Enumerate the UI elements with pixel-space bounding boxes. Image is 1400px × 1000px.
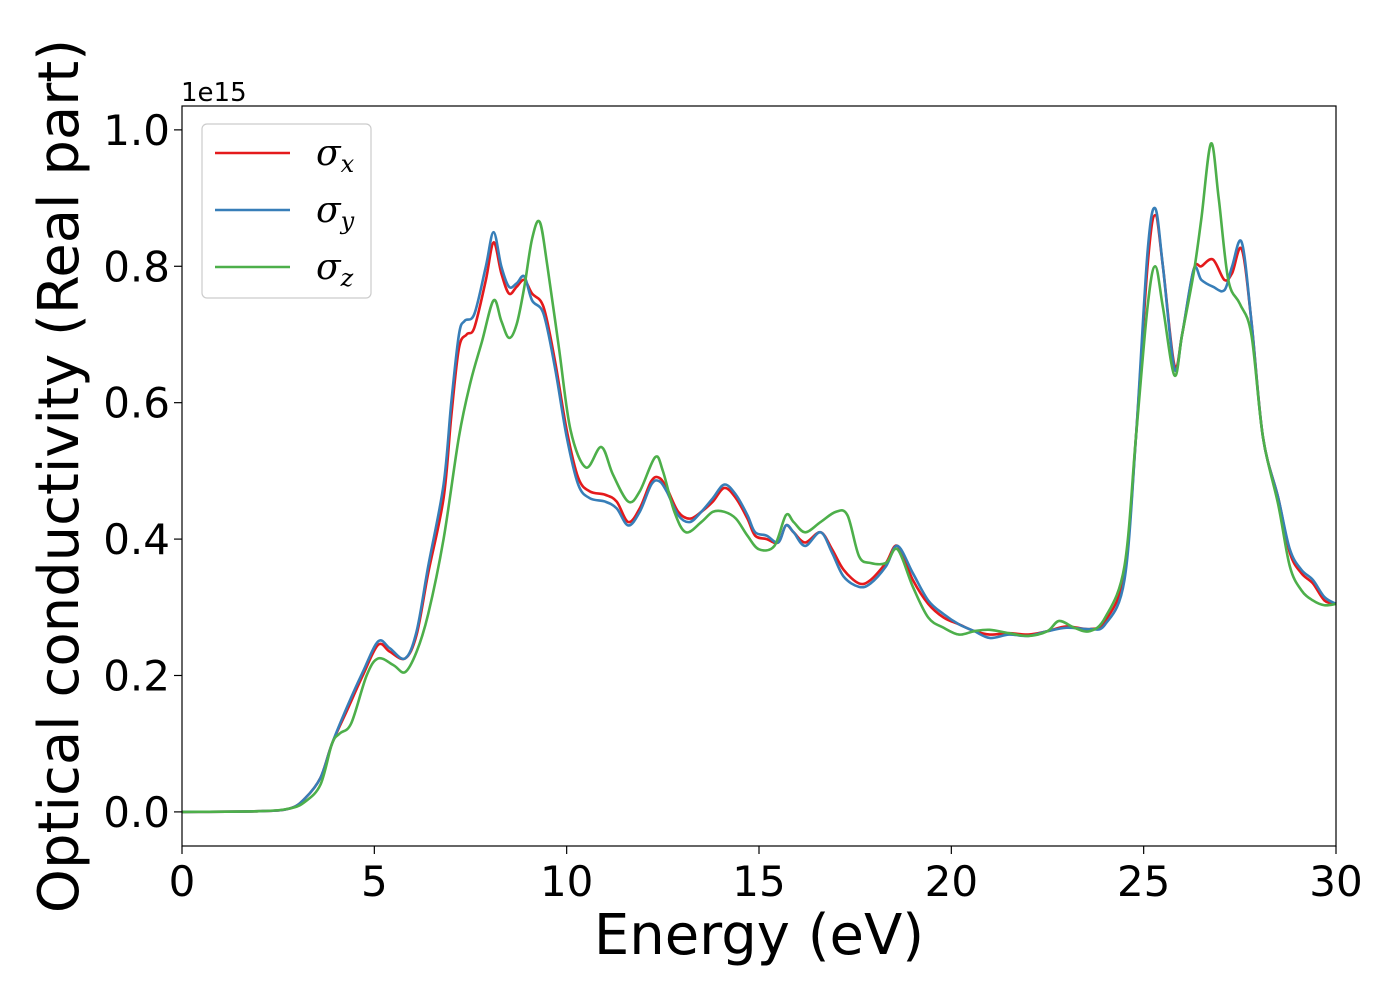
- legend-label-z: σz: [316, 247, 354, 292]
- x-tick-label: 25: [1117, 857, 1170, 906]
- y-axis-label: Optical conductivity (Real part): [27, 39, 92, 913]
- y-offset-label: 1e15: [181, 78, 247, 108]
- y-tick-label: 1.0: [103, 106, 170, 155]
- y-tick-label: 0.0: [103, 788, 170, 837]
- y-tick-label: 0.6: [103, 379, 170, 428]
- x-tick-label: 10: [540, 857, 593, 906]
- legend: σx σy σz: [201, 123, 372, 299]
- x-tick-label: 5: [361, 857, 388, 906]
- y-tick-label: 0.2: [103, 651, 170, 700]
- series-layer: [181, 142, 1337, 814]
- y-axis: 0.0 0.2 0.4 0.6 0.8 1.0: [103, 106, 182, 837]
- x-tick-label: 15: [732, 857, 785, 906]
- series-line-z: [181, 142, 1337, 814]
- x-axis-label: Energy (eV): [594, 903, 924, 968]
- x-tick-label: 20: [925, 857, 978, 906]
- x-tick-label: 30: [1309, 857, 1362, 906]
- x-axis: 0 5 10 15 20 25 30: [169, 846, 1363, 906]
- x-tick-label: 0: [169, 857, 196, 906]
- y-tick-label: 0.4: [103, 515, 170, 564]
- legend-label-x: σx: [316, 133, 355, 178]
- y-tick-label: 0.8: [103, 242, 170, 291]
- legend-label-y: σy: [316, 190, 355, 235]
